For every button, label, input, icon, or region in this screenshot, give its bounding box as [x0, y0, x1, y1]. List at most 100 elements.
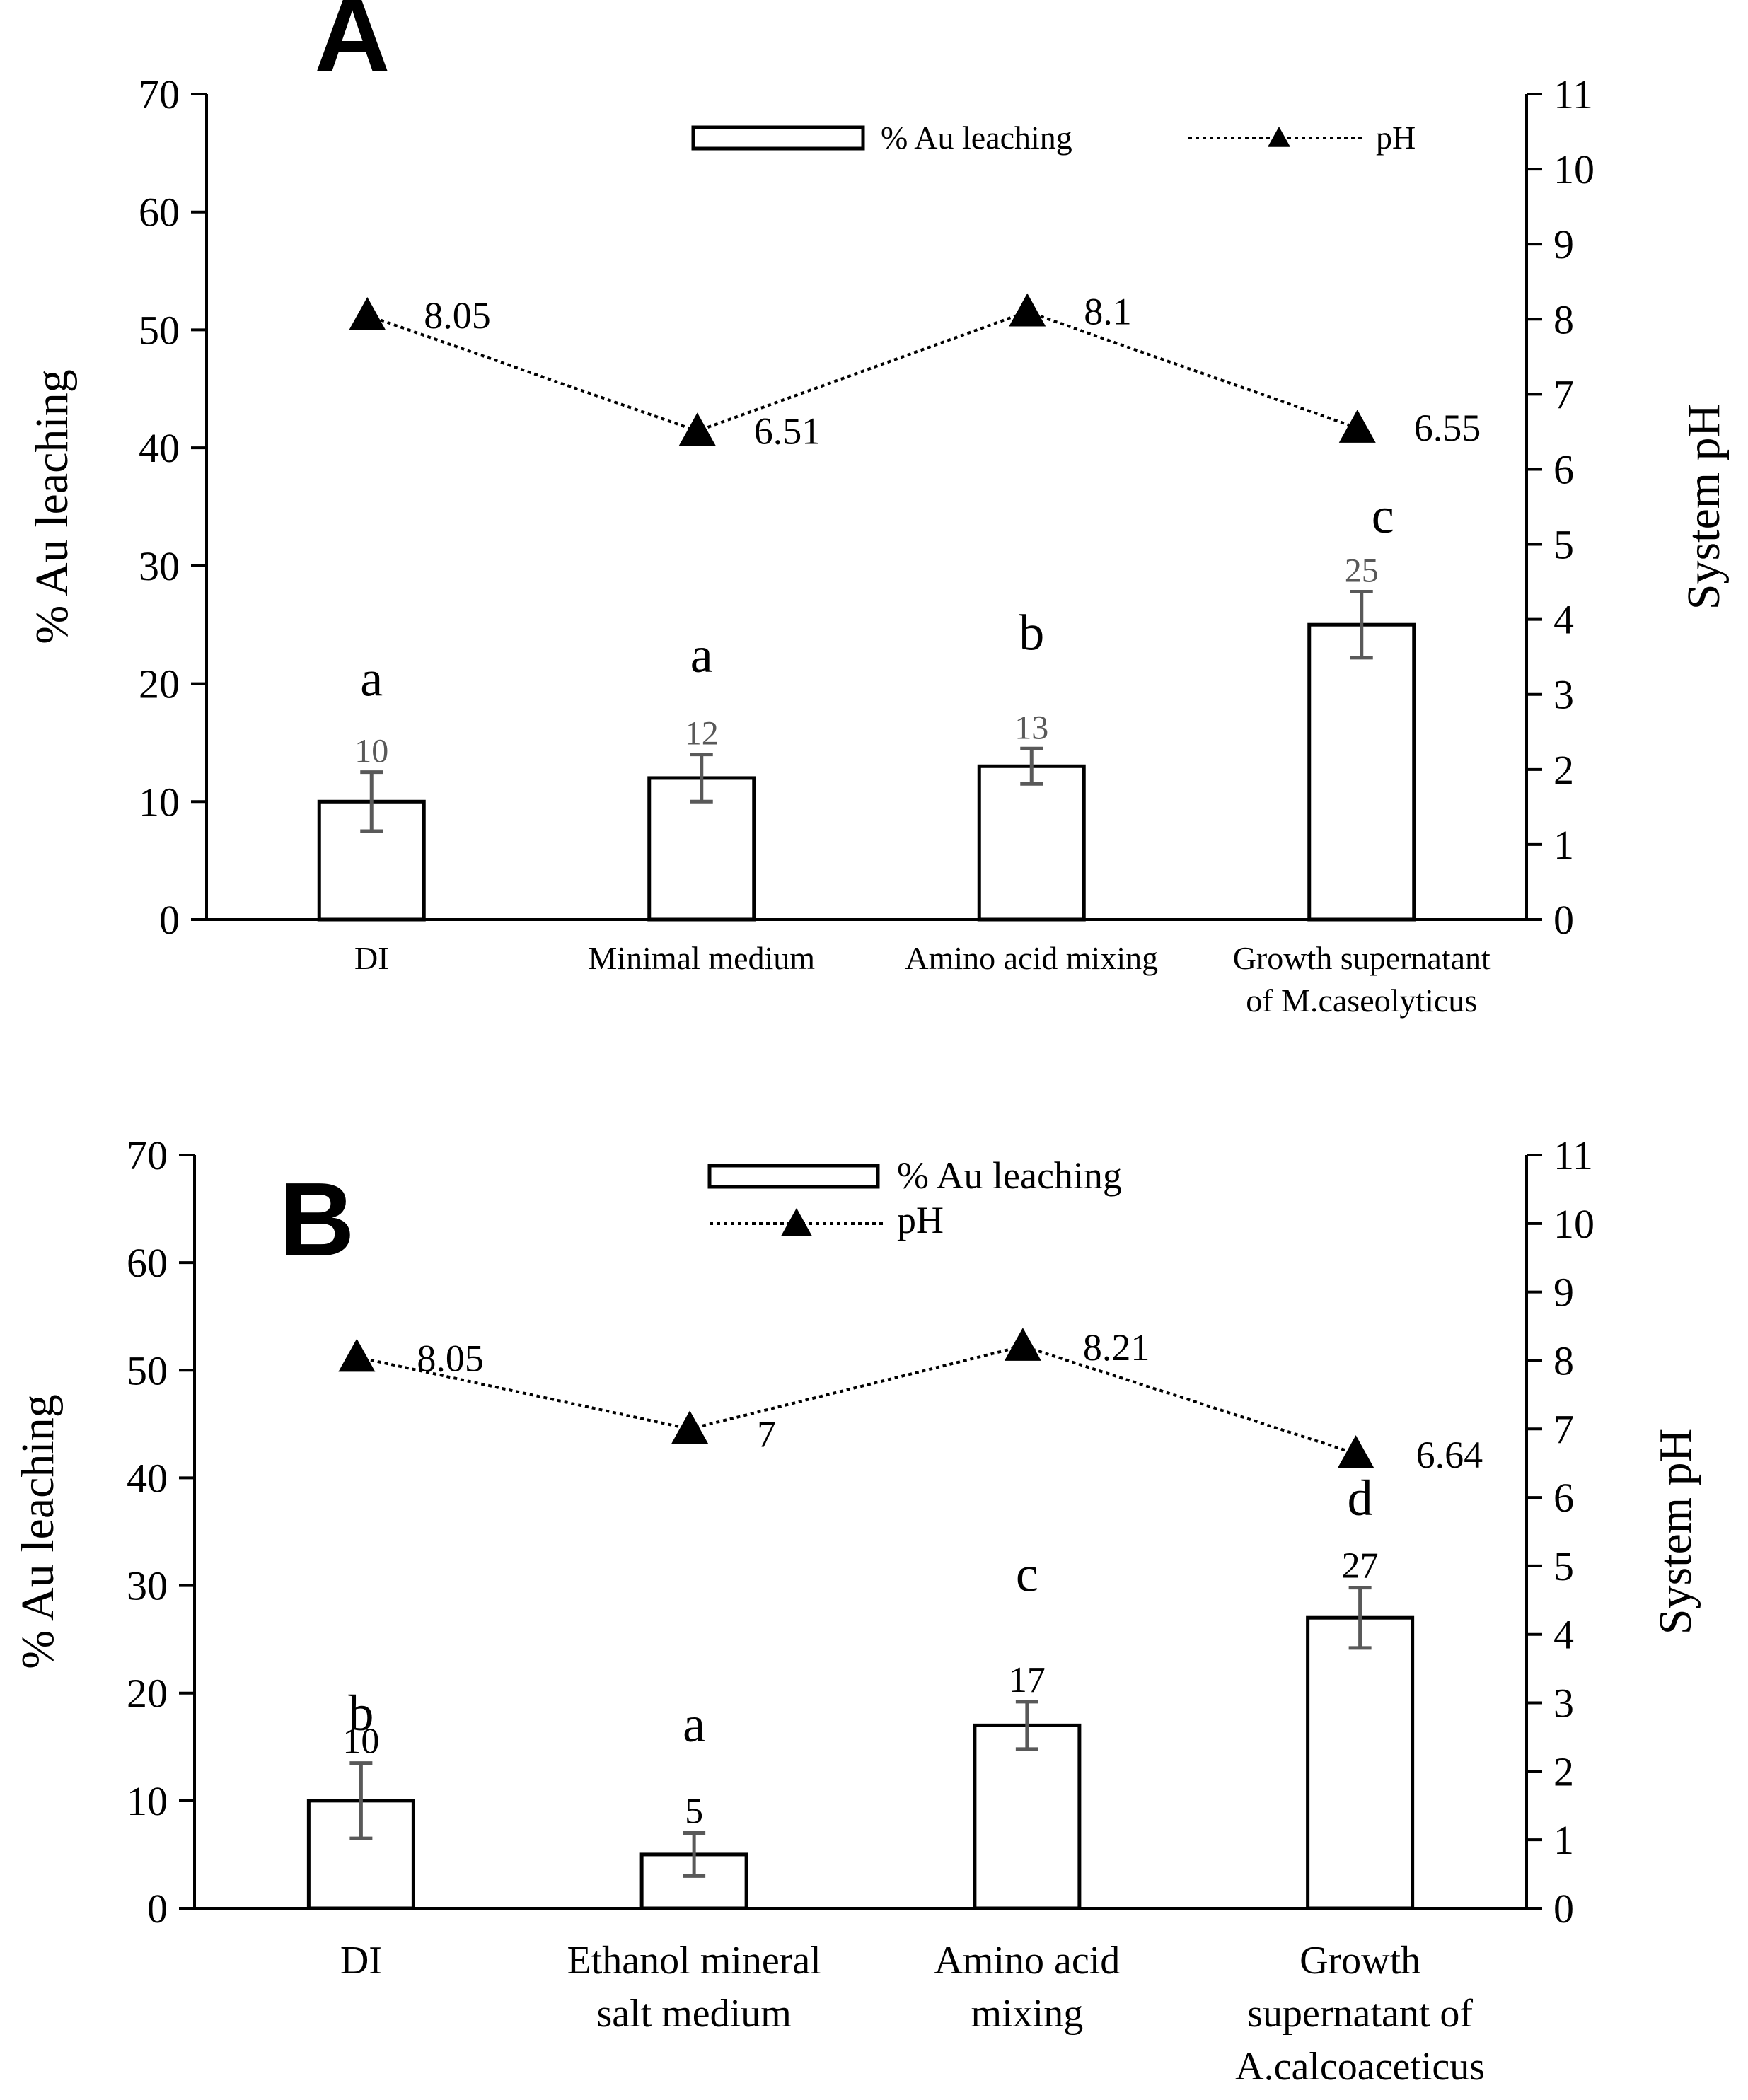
bar — [1306, 1615, 1415, 1910]
left-tick-label: 30 — [139, 543, 180, 589]
right-tick-label: 3 — [1553, 672, 1574, 718]
bar — [977, 764, 1086, 922]
right-tick-label: 7 — [1553, 371, 1574, 417]
right-tick-label: 1 — [1553, 1817, 1574, 1863]
right-tick-label: 5 — [1553, 1543, 1574, 1589]
legend-line-label: pH — [1376, 120, 1416, 156]
ph-value-label: 8.21 — [1083, 1326, 1150, 1369]
y-axis-label: % Au leaching — [12, 1394, 64, 1669]
right-tick-label: 2 — [1553, 1748, 1574, 1794]
y2-axis-label: System pH — [1650, 1429, 1701, 1635]
right-tick-label: 2 — [1553, 747, 1574, 793]
right-tick-label: 1 — [1553, 822, 1574, 868]
category-label-line: supernatant of — [1247, 1992, 1473, 2036]
y2-axis-label: System pH — [1678, 404, 1730, 610]
ph-point-marker — [349, 296, 386, 330]
category-label-line: Growth supernatant — [1233, 940, 1491, 976]
bar — [973, 1723, 1082, 1910]
bar-value-label: 12 — [685, 715, 719, 753]
category-label-line: A.calcoaceticus — [1235, 2045, 1485, 2089]
significance-letter: b — [1019, 604, 1044, 661]
category-label: Growth supernatant of M.caseolyticus — [1233, 940, 1491, 1019]
left-tick-label: 40 — [127, 1455, 168, 1501]
left-tick-label: 20 — [127, 1671, 168, 1717]
left-tick-label: 40 — [139, 425, 180, 471]
left-tick-label: 30 — [127, 1563, 168, 1609]
panel-label: A — [315, 0, 390, 93]
legend-bar-swatch — [707, 1164, 880, 1189]
category-label: Minimal medium — [588, 940, 815, 976]
legend-bar-label: % Au leaching — [897, 1154, 1122, 1197]
bar-value-label: 10 — [342, 1722, 379, 1762]
category-label: Ethanol mineral salt medium — [567, 1939, 821, 2036]
category-label-line: Growth — [1300, 1939, 1420, 1983]
bar-value-label: 13 — [1014, 709, 1048, 746]
category-label-line: Amino acid mixing — [905, 940, 1158, 976]
ph-point-marker — [1004, 1328, 1041, 1361]
category-label-line: Amino acid — [934, 1939, 1120, 1983]
left-tick-label: 50 — [139, 307, 180, 353]
bar-value-label: 5 — [685, 1792, 703, 1832]
legend-line-label: pH — [897, 1199, 944, 1241]
significance-letter: c — [1016, 1545, 1038, 1602]
category-label-line: of M.caseolyticus — [1246, 982, 1477, 1019]
left-tick-label: 60 — [127, 1240, 168, 1286]
right-tick-label: 3 — [1553, 1681, 1574, 1727]
category-label: DI — [340, 1939, 382, 1983]
right-tick-label: 4 — [1553, 1612, 1574, 1658]
right-tick-label: 0 — [1553, 897, 1574, 943]
right-tick-label: 0 — [1553, 1886, 1574, 1932]
legend-bar-label: % Au leaching — [881, 120, 1072, 156]
significance-letter: d — [1348, 1470, 1373, 1526]
significance-letter: a — [683, 1696, 705, 1753]
left-tick-label: 10 — [127, 1778, 168, 1824]
right-tick-label: 9 — [1553, 1270, 1574, 1316]
panel-label: B — [279, 1161, 355, 1278]
category-label-line: mixing — [971, 1992, 1084, 2036]
category-label: Amino acid mixing — [905, 940, 1158, 976]
significance-letter: b — [348, 1685, 374, 1741]
right-tick-label: 9 — [1553, 221, 1574, 267]
legend-bar-swatch — [691, 125, 865, 151]
right-tick-label: 7 — [1553, 1406, 1574, 1452]
right-tick-label: 5 — [1553, 522, 1574, 568]
right-tick-label: 6 — [1553, 446, 1574, 492]
category-label: DI — [354, 940, 389, 976]
significance-letter: a — [690, 627, 713, 683]
ph-point-marker — [678, 412, 716, 446]
ph-value-label: 8.1 — [1084, 291, 1132, 333]
bar-value-label: 10 — [354, 733, 388, 770]
right-tick-label: 10 — [1553, 146, 1594, 192]
ph-point-marker — [1337, 1435, 1374, 1468]
ph-line — [356, 1345, 1357, 1456]
ph-value-label: 6.55 — [1414, 407, 1481, 449]
ph-point-marker — [1338, 410, 1376, 443]
category-label-line: DI — [354, 940, 389, 976]
legend-triangle-icon — [1268, 127, 1290, 147]
category-label: Amino acid mixing — [934, 1939, 1120, 2036]
ph-line — [366, 310, 1358, 433]
bar-value-label: 27 — [1342, 1546, 1379, 1586]
ph-point-marker — [1009, 293, 1046, 327]
category-label: Growth supernatant of A.calcoaceticus — [1235, 1939, 1485, 2089]
left-tick-label: 70 — [139, 71, 180, 117]
chart-panel-b: 0 10 20 30 40 50 60 70 0 1 2 3 4 5 6 7 8 9 10 11 % Au leachi… — [12, 1132, 1701, 2089]
ph-value-label: 6.64 — [1416, 1434, 1483, 1476]
significance-letter: a — [360, 650, 383, 707]
right-tick-label: 10 — [1553, 1201, 1594, 1247]
left-tick-label: 20 — [139, 661, 180, 707]
bar-value-label: 17 — [1009, 1660, 1046, 1700]
ph-value-label: 8.05 — [424, 294, 491, 337]
ph-point-marker — [671, 1410, 709, 1444]
right-tick-label: 4 — [1553, 597, 1574, 643]
significance-letter: c — [1372, 487, 1394, 544]
right-tick-label: 11 — [1553, 71, 1593, 117]
y-axis-label: % Au leaching — [26, 369, 78, 644]
left-tick-label: 10 — [139, 779, 180, 825]
bar-value-label: 25 — [1345, 552, 1379, 590]
category-label-line: salt medium — [596, 1992, 791, 2036]
category-label-line: Minimal medium — [588, 940, 815, 976]
